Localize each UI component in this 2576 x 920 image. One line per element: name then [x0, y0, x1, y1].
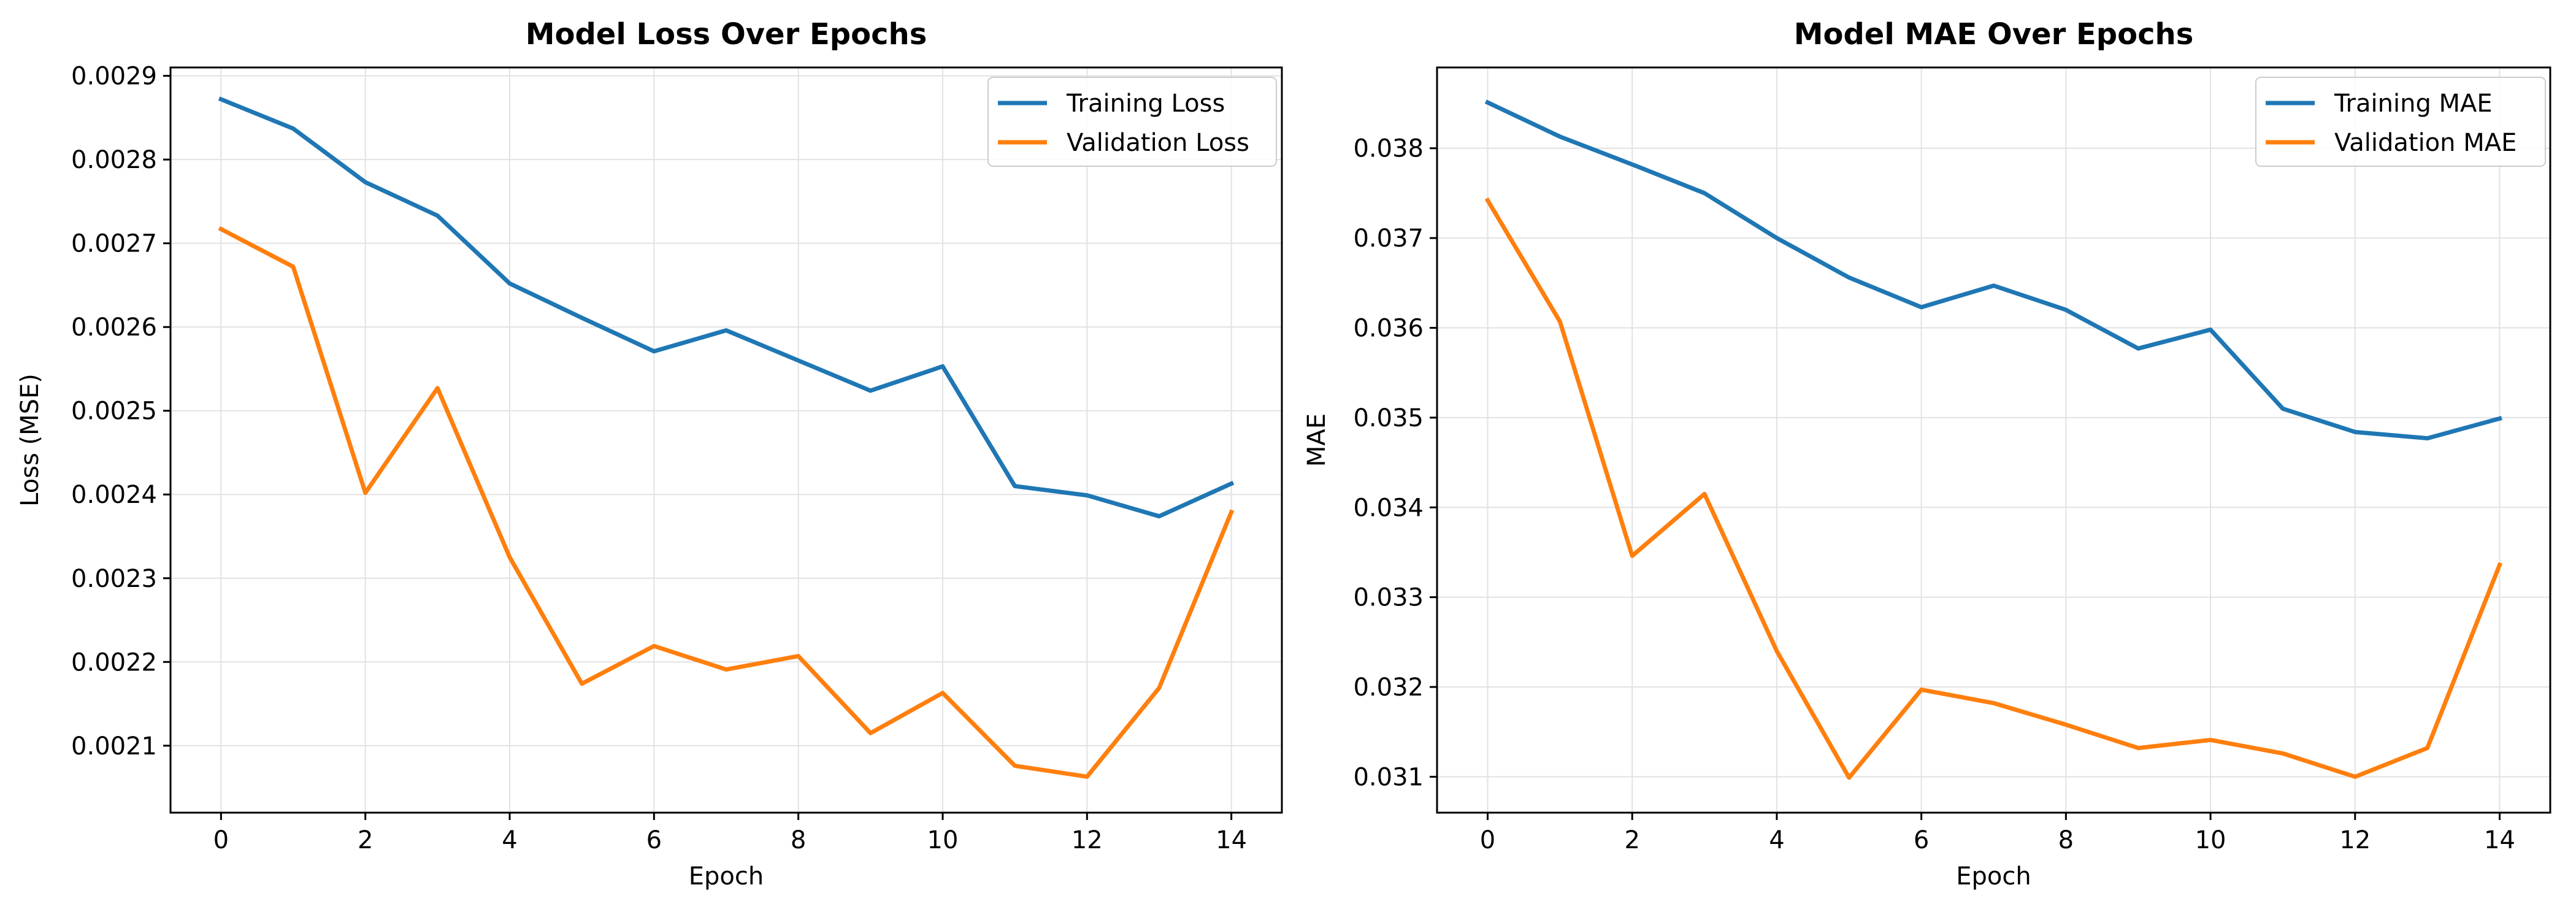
series-line-validation	[1484, 197, 2503, 780]
y-tick-label: 0.0028	[71, 146, 157, 174]
y-tick-label: 0.036	[1353, 315, 1424, 343]
mae-chart-panel: 0 2 4 6 8 10 12 14 0.031 0.032 0.033 0.034 0.035 0.03…	[1303, 17, 2551, 891]
y-tick-label: 0.0022	[71, 648, 157, 677]
legend-label: Validation Loss	[1067, 129, 1249, 157]
legend: Training Loss Validation Loss	[987, 77, 1277, 167]
y-axis-label: MAE	[1303, 413, 1331, 467]
y-tick-label: 0.0021	[71, 732, 157, 761]
x-tick-label: 2	[1624, 826, 1639, 854]
y-tick-label: 0.0029	[71, 63, 157, 91]
y-tick-label: 0.0023	[71, 565, 157, 593]
x-tick-label: 14	[1216, 826, 1247, 854]
legend-box	[2255, 77, 2546, 167]
y-tick-label: 0.0025	[71, 397, 157, 426]
x-tick-label: 8	[791, 826, 806, 854]
x-tick-label: 4	[1769, 826, 1784, 854]
x-tick-label: 0	[1480, 826, 1495, 854]
y-tick-label: 0.038	[1353, 135, 1424, 163]
x-tick-label: 12	[1071, 826, 1103, 854]
y-tick-label: 0.0026	[71, 313, 157, 342]
series-line-training	[1484, 99, 2502, 441]
legend-label: Training MAE	[2334, 90, 2493, 118]
y-tick-label: 0.032	[1353, 673, 1424, 702]
legend-label: Training Loss	[1066, 90, 1225, 118]
legend-label: Validation MAE	[2334, 129, 2517, 157]
legend: Training MAE Validation MAE	[2255, 77, 2546, 167]
x-tick-label: 10	[927, 826, 959, 854]
chart-title: Model Loss Over Epochs	[526, 17, 927, 52]
y-tick-label: 0.031	[1353, 763, 1424, 791]
plot-frame	[169, 66, 1283, 814]
y-axis-label: Loss (MSE)	[16, 374, 44, 507]
x-tick-label: 12	[2339, 826, 2371, 854]
y-tick-label: 0.0024	[71, 481, 157, 509]
chart-title: Model MAE Over Epochs	[1794, 17, 2194, 52]
y-tick-label: 0.037	[1353, 224, 1424, 253]
y-tick-label: 0.033	[1353, 584, 1424, 612]
y-tick-label: 0.034	[1353, 494, 1424, 522]
x-axis-label: Epoch	[1956, 862, 2031, 891]
x-axis-label: Epoch	[689, 862, 764, 891]
x-tick-label: 6	[646, 826, 662, 854]
x-tick-label: 4	[502, 826, 517, 854]
x-tick-label: 6	[1914, 826, 1929, 854]
y-tick-label: 0.0027	[71, 230, 157, 258]
x-tick-label: 8	[2058, 826, 2074, 854]
x-tick-label: 14	[2484, 826, 2515, 854]
legend-box	[987, 77, 1277, 167]
series-line-validation	[218, 226, 1235, 779]
y-tick-label: 0.035	[1353, 404, 1424, 432]
x-tick-label: 0	[213, 826, 229, 854]
plot-frame	[1436, 66, 2551, 814]
series-line-training	[218, 96, 1235, 519]
x-tick-label: 2	[358, 826, 373, 854]
x-tick-label: 10	[2195, 826, 2226, 854]
loss-chart-panel: 0 2 4 6 8 10 12 14 0.0021 0.0022 0.0023 0.0024 0.002…	[16, 17, 1283, 891]
